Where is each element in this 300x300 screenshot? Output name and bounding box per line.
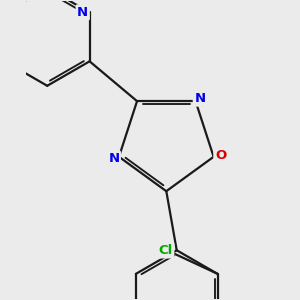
Text: N: N xyxy=(108,152,119,165)
Text: O: O xyxy=(215,149,226,162)
Text: N: N xyxy=(194,92,206,105)
Text: N: N xyxy=(77,6,88,19)
Text: Cl: Cl xyxy=(159,244,173,257)
